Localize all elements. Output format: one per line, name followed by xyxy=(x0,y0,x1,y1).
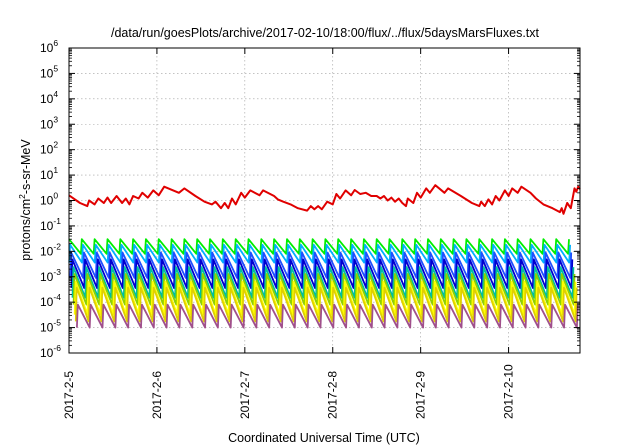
series-line xyxy=(68,184,581,215)
y-tick-exponent: 3 xyxy=(53,114,58,124)
y-tick-exponent: 6 xyxy=(53,38,58,48)
y-tick-exponent: 2 xyxy=(53,140,58,150)
y-tick-label: 10-2 xyxy=(40,241,61,258)
x-tick-label: 2017-2-10 xyxy=(502,364,516,419)
y-axis-title-part2: -s-sr-MeV xyxy=(19,139,33,195)
y-axis: 10-610-510-410-310-210-11001011021031041… xyxy=(40,38,580,360)
x-tick-label: 2017-2-5 xyxy=(62,371,76,419)
series-group xyxy=(68,184,581,329)
y-tick-label: 10-3 xyxy=(40,267,61,284)
y-tick-base: 10 xyxy=(40,143,54,157)
y-tick-base: 10 xyxy=(40,346,54,360)
chart-title: /data/run/goesPlots/archive/2017-02-10/1… xyxy=(111,26,540,40)
y-tick-exponent: 4 xyxy=(53,89,58,99)
series-line xyxy=(68,243,571,264)
y-tick-exponent: -6 xyxy=(53,343,61,353)
y-tick-base: 10 xyxy=(40,194,54,208)
y-tick-base: 10 xyxy=(40,295,54,309)
y-tick-exponent: -3 xyxy=(53,267,61,277)
series-line xyxy=(74,286,578,323)
x-tick-label: 2017-2-7 xyxy=(238,371,252,419)
y-tick-base: 10 xyxy=(40,66,54,80)
y-axis-title-part1: protons/cm xyxy=(19,199,33,261)
y-tick-label: 10-5 xyxy=(40,318,61,335)
series-line xyxy=(68,238,570,255)
series-line xyxy=(70,258,574,289)
y-tick-label: 102 xyxy=(40,140,58,157)
y-tick-base: 10 xyxy=(40,168,54,182)
series-line xyxy=(73,280,577,316)
y-tick-exponent: 0 xyxy=(53,191,58,201)
y-tick-base: 10 xyxy=(40,244,54,258)
y-tick-base: 10 xyxy=(40,41,54,55)
x-tick-label: 2017-2-9 xyxy=(414,371,428,419)
y-tick-exponent: 5 xyxy=(53,63,58,73)
y-axis-title: protons/cm2-s-sr-MeV xyxy=(17,139,33,261)
series-line xyxy=(71,266,575,299)
y-tick-base: 10 xyxy=(40,117,54,131)
y-tick-label: 103 xyxy=(40,114,58,131)
x-axis-title: Coordinated Universal Time (UTC) xyxy=(228,431,420,445)
y-tick-label: 105 xyxy=(40,63,58,80)
y-tick-label: 104 xyxy=(40,89,58,106)
y-axis-title-exponent: 2 xyxy=(17,194,27,199)
y-tick-exponent: -4 xyxy=(53,292,61,302)
y-tick-base: 10 xyxy=(40,270,54,284)
y-tick-label: 10-6 xyxy=(40,343,61,360)
y-tick-label: 100 xyxy=(40,191,58,208)
y-tick-label: 101 xyxy=(40,165,58,182)
series-line xyxy=(72,273,576,306)
y-tick-exponent: -1 xyxy=(53,216,61,226)
y-tick-label: 106 xyxy=(40,38,58,55)
y-tick-label: 10-1 xyxy=(40,216,61,233)
y-tick-exponent: 1 xyxy=(53,165,58,175)
series-line xyxy=(69,251,573,279)
y-tick-label: 10-4 xyxy=(40,292,61,309)
y-tick-base: 10 xyxy=(40,219,54,233)
x-tick-label: 2017-2-6 xyxy=(150,371,164,419)
y-tick-base: 10 xyxy=(40,321,54,335)
x-tick-label: 2017-2-8 xyxy=(326,371,340,419)
x-axis: 2017-2-5 2017-2-6 2017-2-7 2017-2-8 2017-2-9… xyxy=(62,48,516,419)
y-tick-exponent: -5 xyxy=(53,318,61,328)
y-tick-base: 10 xyxy=(40,92,54,106)
series-line xyxy=(76,303,579,329)
y-tick-exponent: -2 xyxy=(53,241,61,251)
